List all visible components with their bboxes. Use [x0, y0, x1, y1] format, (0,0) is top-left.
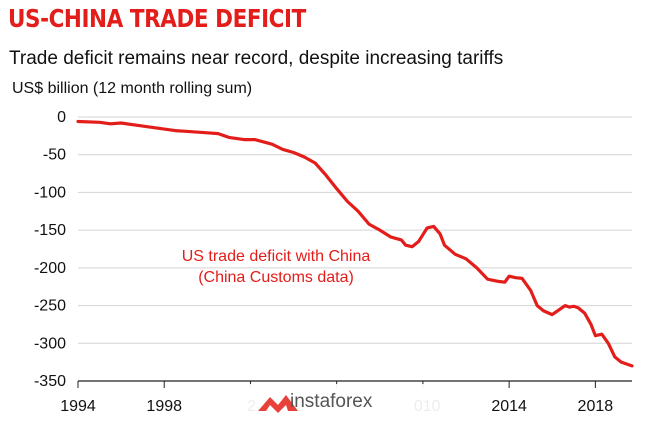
y-tick-label: -300 [34, 335, 66, 352]
watermark: instaforex [240, 384, 440, 424]
watermark-text: instaforex [290, 391, 373, 412]
y-tick-label: 0 [57, 109, 66, 126]
chart-subtitle: Trade deficit remains near record, despi… [9, 48, 504, 69]
y-tick-label: -200 [34, 260, 66, 277]
series-line-us-deficit [76, 119, 634, 368]
chart-title: US-CHINA TRADE DEFICIT [8, 4, 306, 33]
annotation-line: US trade deficit with China [182, 248, 371, 265]
y-axis-unit-label: US$ billion (12 month rolling sum) [12, 80, 253, 97]
y-axis-ticks: 0 -50 -100 -150 -200 -250 -300 -350 [34, 109, 66, 390]
annotation-line: (China Customs data) [198, 269, 354, 286]
x-tick-label: 1994 [60, 398, 96, 415]
x-tick-label: 1998 [146, 398, 182, 415]
y-tick-label: -50 [43, 147, 66, 164]
x-tick-label: 2018 [578, 398, 614, 415]
instaforex-logo-icon [258, 395, 298, 413]
x-tick-label: 2014 [491, 398, 527, 415]
y-tick-label: -350 [34, 373, 66, 390]
y-tick-label: -100 [34, 184, 66, 201]
y-tick-label: -250 [34, 298, 66, 315]
y-tick-label: -150 [34, 222, 66, 239]
series-annotation: US trade deficit with China (China Custom… [182, 248, 371, 286]
